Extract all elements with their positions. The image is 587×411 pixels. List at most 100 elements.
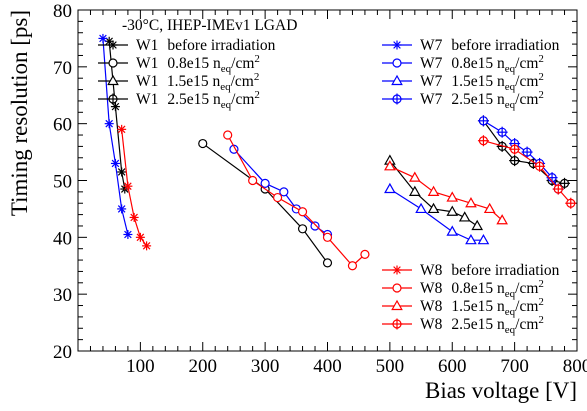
x-tick-label: 100 [126, 356, 155, 377]
legend-unit-sup: 2 [538, 89, 544, 101]
data-point [117, 124, 127, 134]
series-w8-1-5e15 [384, 160, 508, 225]
legend-marker [391, 74, 403, 86]
data-point [322, 258, 333, 268]
legend-sensor: W7 [420, 91, 443, 108]
legend-entry: W1 2.5e15 neq/cm2 [98, 89, 260, 111]
x-axis-label: Bias voltage [V] [425, 378, 577, 403]
legend-label: W8 0.8e15 neq/cm2 [420, 278, 544, 300]
series-line [102, 38, 129, 235]
y-tick-label: 30 [53, 285, 72, 306]
legend-sensor: W1 [136, 37, 158, 54]
legend-label: W8 before irradiation [420, 262, 560, 279]
legend-unit-sub: eq [221, 99, 232, 111]
y-tick-label: 80 [53, 1, 72, 22]
legend-sensor: W8 [420, 280, 443, 297]
data-point [427, 185, 440, 196]
legend-unit-sub: eq [505, 306, 516, 318]
series-line [389, 188, 484, 241]
legend-sensor: W1 [136, 55, 158, 72]
data-point [496, 126, 508, 138]
series-w7-1-5e15 [384, 182, 490, 245]
y-tick-label: 50 [53, 172, 72, 193]
x-tick-label: 300 [251, 356, 280, 377]
legend-unit-den: /cm [515, 316, 538, 333]
legend-unit-den: /cm [515, 91, 538, 108]
data-point [322, 232, 333, 242]
legend-marker [108, 40, 118, 50]
plot-series [98, 33, 577, 271]
data-point [104, 119, 114, 129]
legend-unit: n [497, 73, 505, 90]
data-point [117, 204, 127, 214]
series-w7-before-irradiation [98, 33, 133, 239]
legend-unit: n [212, 73, 220, 90]
legend-sensor: W7 [420, 37, 443, 54]
legend-unit: n [497, 91, 505, 108]
data-point [477, 115, 489, 127]
legend-label: W8 2.5e15 neq/cm2 [420, 314, 544, 336]
legend-sensor: W1 [136, 73, 158, 90]
legend-unit: n [213, 91, 221, 108]
legend-sensor: W7 [420, 55, 443, 72]
legend-marker [391, 318, 403, 330]
legend-unit-sup: 2 [254, 71, 260, 83]
legend-fluence: 1.5e15 [451, 298, 497, 315]
legend-label: W1 1.5e15 neq/cm2 [136, 71, 259, 93]
y-tick-label: 40 [53, 228, 72, 249]
data-point [465, 197, 477, 208]
legend-unit: n [497, 55, 505, 72]
legend-unit-sub: eq [220, 81, 231, 93]
data-point [471, 219, 484, 231]
data-point [465, 233, 477, 245]
data-point [458, 211, 471, 222]
legend-label: W7 2.5e15 neq/cm2 [420, 89, 544, 111]
data-point [310, 221, 320, 231]
legend-unit-sup: 2 [254, 53, 260, 65]
y-tick-label: 70 [53, 58, 72, 79]
data-point [408, 185, 421, 196]
legend-unit: n [213, 55, 221, 72]
legend-fluence: before irradiation [451, 262, 559, 279]
legend-unit-sub: eq [505, 288, 516, 300]
legend-entry: W8 2.5e15 neq/cm2 [382, 314, 544, 336]
legend-unit: n [497, 280, 505, 297]
legend-fluence: 1.5e15 [167, 73, 213, 90]
data-point [552, 183, 564, 195]
series-w8-0-8e15 [223, 130, 370, 271]
legend-entry: W7 0.8e15 neq/cm2 [382, 53, 544, 75]
series-w7-0-8e15 [229, 144, 333, 240]
data-point [297, 207, 308, 217]
legend-sensor: W1 [136, 91, 158, 108]
y-tick-label: 20 [53, 342, 72, 363]
data-point [223, 130, 233, 140]
data-point [142, 241, 152, 251]
legend-entry: W7 1.5e15 neq/cm2 [382, 71, 544, 93]
legend-fluence: 2.5e15 [451, 316, 497, 333]
chart-title: -30°C, IHEP-IMEv1 LGAD [122, 17, 297, 34]
data-point [477, 135, 489, 147]
series-line [202, 143, 328, 264]
x-tick-label: 600 [438, 356, 467, 377]
legend-unit-sub: eq [505, 81, 516, 93]
data-point [347, 261, 358, 271]
data-point [496, 214, 508, 225]
data-point [509, 155, 521, 167]
legend-fluence: before irradiation [167, 37, 275, 54]
legend-fluence: 2.5e15 [451, 91, 497, 108]
series-line [483, 120, 559, 190]
legend-label: W1 before irradiation [136, 37, 276, 54]
data-point [559, 177, 571, 189]
legend-entry: W1 before irradiation [98, 37, 276, 54]
legend-entry: W1 0.8e15 neq/cm2 [98, 53, 260, 75]
legend-unit-sup: 2 [538, 53, 544, 65]
legend-unit-den: /cm [231, 73, 254, 90]
legend-fluence: 0.8e15 [451, 280, 497, 297]
legend-unit-sup: 2 [538, 278, 544, 290]
y-tick-label: 60 [53, 115, 72, 136]
legend-sensor: W8 [420, 316, 443, 333]
legend-unit-den: /cm [231, 55, 254, 72]
legend-fluence: 1.5e15 [451, 73, 497, 90]
